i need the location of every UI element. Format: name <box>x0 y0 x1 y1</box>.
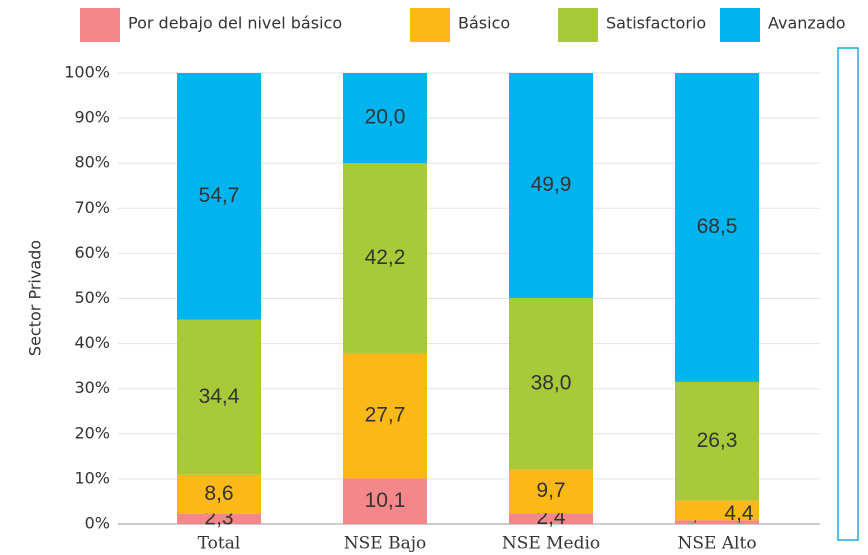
legend-label: Avanzado <box>768 14 846 33</box>
bar-segment <box>343 73 427 164</box>
y-tick-label: 70% <box>74 198 110 217</box>
bar-segment <box>675 520 759 524</box>
value-label: 9,7 <box>536 479 565 502</box>
value-label: 20,0 <box>365 106 406 129</box>
x-tick-label: NSE Bajo <box>344 534 426 554</box>
legend-label: Satisfactorio <box>606 14 706 33</box>
legend-swatch <box>558 8 598 42</box>
value-label: 34,4 <box>199 385 240 408</box>
bar-segment <box>177 73 261 320</box>
y-tick-label: 60% <box>74 243 110 262</box>
legend-label: Básico <box>458 14 510 33</box>
legend-swatch <box>720 8 760 42</box>
side-panel <box>837 47 859 541</box>
y-tick-label: 20% <box>74 423 110 442</box>
y-tick-label: 50% <box>74 288 110 307</box>
bar-segment <box>509 73 593 299</box>
bar-segment <box>343 478 427 524</box>
value-label: 54,7 <box>199 184 240 207</box>
bar-segment <box>509 298 593 470</box>
bar-segment <box>343 353 427 479</box>
legend-swatch <box>80 8 120 42</box>
bar-segment <box>675 73 759 382</box>
x-tick-label: NSE Medio <box>502 534 600 554</box>
value-label: 68,5 <box>697 215 738 238</box>
value-label: 42,2 <box>365 246 406 269</box>
bar-segment <box>509 513 593 524</box>
y-tick-label: 10% <box>74 468 110 487</box>
value-label: 4,4 <box>724 502 754 525</box>
bar-segment <box>177 513 261 524</box>
bar-segment <box>675 381 759 501</box>
value-label: 27,7 <box>365 404 406 427</box>
bar-segment <box>177 319 261 475</box>
y-tick-label: 0% <box>85 514 110 533</box>
legend-label: Por debajo del nivel básico <box>128 14 342 33</box>
bar-segment <box>177 474 261 514</box>
y-axis-label: Sector Privado <box>26 240 45 356</box>
legend-swatch <box>410 8 450 42</box>
value-label: 10,1 <box>365 489 406 512</box>
bar-segment <box>509 469 593 514</box>
x-tick-label: NSE Alto <box>677 534 756 554</box>
value-label: 38,0 <box>531 371 572 394</box>
bar-segment <box>675 500 759 521</box>
value-label: 8,6 <box>204 482 233 505</box>
y-tick-label: 80% <box>74 153 110 172</box>
y-tick-label: 90% <box>74 108 110 127</box>
bar-segment <box>343 163 427 354</box>
y-tick-label: 30% <box>74 378 110 397</box>
x-tick-label: Total <box>198 534 241 554</box>
value-label: 49,9 <box>531 173 572 196</box>
value-label: 26,3 <box>697 429 738 452</box>
y-tick-label: 100% <box>64 63 110 82</box>
y-tick-label: 40% <box>74 333 110 352</box>
